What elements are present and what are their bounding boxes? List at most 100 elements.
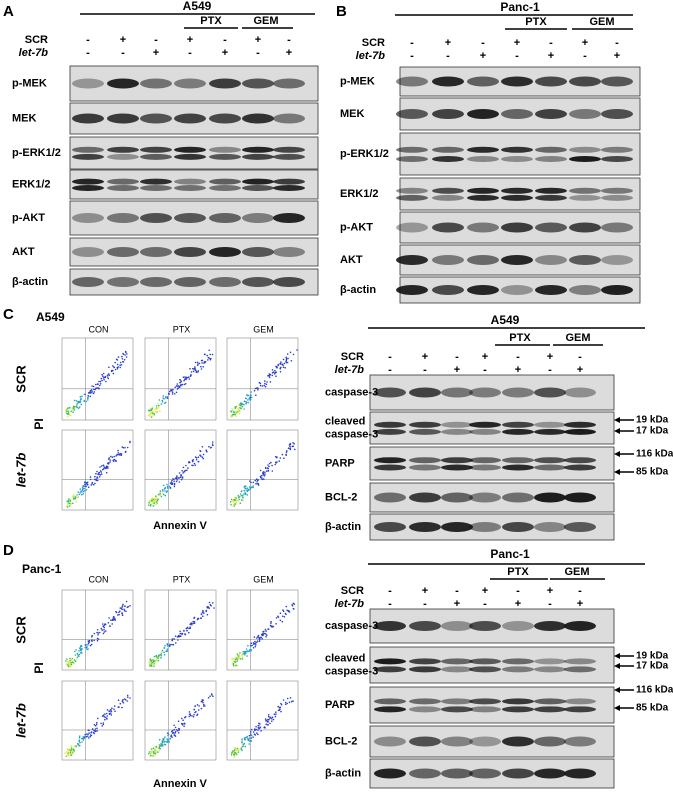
band xyxy=(432,255,464,265)
band xyxy=(564,428,596,435)
event-dot xyxy=(192,460,194,463)
event-dot xyxy=(155,745,157,748)
event-dot xyxy=(244,493,247,496)
event-dot xyxy=(247,399,249,401)
event-dot xyxy=(248,743,250,745)
event-dot xyxy=(261,385,264,387)
band xyxy=(374,666,406,673)
event-dot xyxy=(69,657,71,660)
event-dot xyxy=(121,706,123,709)
band xyxy=(467,76,499,87)
event-dot xyxy=(270,461,272,464)
event-dot xyxy=(153,499,156,502)
event-dot xyxy=(247,394,250,397)
event-dot xyxy=(150,503,152,506)
event-dot xyxy=(264,718,267,720)
event-dot xyxy=(234,503,236,505)
event-dot xyxy=(269,374,271,376)
event-dot xyxy=(98,380,100,383)
band xyxy=(140,184,172,191)
event-dot xyxy=(271,374,274,377)
arrow-head xyxy=(614,705,620,711)
event-dot xyxy=(159,493,161,495)
event-dot xyxy=(67,412,70,415)
event-dot xyxy=(245,652,247,654)
band xyxy=(534,457,566,464)
event-dot xyxy=(102,722,105,724)
event-dot xyxy=(286,609,288,612)
band xyxy=(564,736,596,747)
event-dot xyxy=(86,482,88,484)
event-dot xyxy=(89,476,92,478)
event-dot xyxy=(91,390,93,393)
event-dot xyxy=(200,700,203,703)
event-dot xyxy=(237,751,240,753)
event-dot xyxy=(232,659,235,662)
event-dot xyxy=(241,743,244,745)
band xyxy=(396,146,428,153)
event-dot xyxy=(229,501,232,503)
blot-strip xyxy=(399,132,641,176)
event-dot xyxy=(240,407,242,410)
band xyxy=(273,277,305,287)
band xyxy=(273,153,305,160)
event-dot xyxy=(202,705,205,707)
event-dot xyxy=(236,653,239,655)
event-dot xyxy=(94,388,96,391)
y-axis-label: PI xyxy=(32,418,46,429)
event-dot xyxy=(150,499,153,502)
band xyxy=(564,464,596,471)
event-dot xyxy=(121,700,124,702)
event-dot xyxy=(85,485,87,488)
event-dot xyxy=(74,660,77,663)
event-dot xyxy=(271,369,274,371)
event-dot xyxy=(96,631,98,634)
band xyxy=(535,156,567,163)
event-dot xyxy=(285,451,288,453)
event-dot xyxy=(108,617,110,619)
event-dot xyxy=(76,652,79,655)
band xyxy=(72,184,104,191)
event-dot xyxy=(199,450,201,452)
event-dot xyxy=(87,395,89,397)
event-dot xyxy=(274,369,276,372)
event-dot xyxy=(198,362,201,365)
event-dot xyxy=(243,737,246,740)
event-dot xyxy=(241,745,244,748)
blot-strip xyxy=(369,646,615,684)
event-dot xyxy=(126,606,129,609)
event-dot xyxy=(168,643,171,645)
band xyxy=(107,178,139,185)
event-dot xyxy=(163,647,166,649)
event-dot xyxy=(78,406,81,408)
event-dot xyxy=(92,385,95,388)
event-dot xyxy=(98,476,101,478)
blot-label: β-actin xyxy=(340,284,376,296)
cell-line: A549 xyxy=(183,0,212,13)
event-dot xyxy=(117,356,120,358)
event-dot xyxy=(197,363,199,365)
event-dot xyxy=(115,459,117,462)
event-dot xyxy=(230,754,233,756)
panel-letter: A xyxy=(3,3,14,20)
event-dot xyxy=(88,641,90,643)
event-dot xyxy=(94,728,97,730)
event-dot xyxy=(103,715,106,718)
event-dot xyxy=(168,393,170,395)
event-dot xyxy=(248,737,250,739)
event-dot xyxy=(72,411,74,414)
event-dot xyxy=(99,474,102,476)
event-dot xyxy=(166,649,168,652)
event-dot xyxy=(91,391,93,394)
event-dot xyxy=(203,361,206,363)
band xyxy=(374,428,406,435)
event-dot xyxy=(103,628,105,631)
event-dot xyxy=(93,632,96,635)
event-dot xyxy=(230,416,232,418)
event-dot xyxy=(113,705,116,707)
band xyxy=(469,736,501,747)
band xyxy=(107,113,139,124)
event-dot xyxy=(68,502,70,504)
event-dot xyxy=(244,487,246,490)
event-dot xyxy=(242,497,244,499)
